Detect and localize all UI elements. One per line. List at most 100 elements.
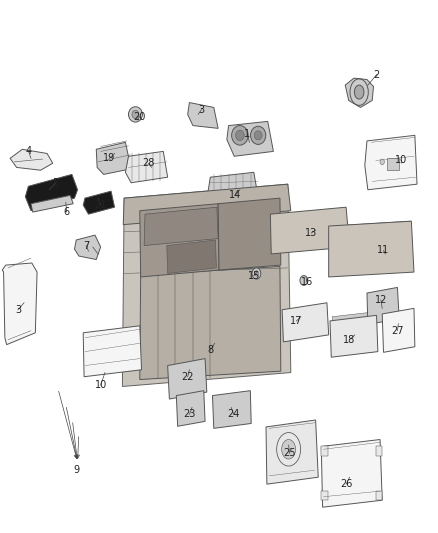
Text: 24: 24 bbox=[228, 409, 240, 419]
Polygon shape bbox=[140, 204, 219, 277]
Polygon shape bbox=[25, 174, 78, 211]
Text: 14: 14 bbox=[229, 190, 241, 200]
Polygon shape bbox=[10, 149, 53, 170]
Bar bbox=[236, 407, 244, 413]
Text: 6: 6 bbox=[64, 207, 70, 217]
Polygon shape bbox=[321, 440, 382, 507]
Polygon shape bbox=[227, 122, 273, 156]
Polygon shape bbox=[270, 207, 350, 254]
Polygon shape bbox=[266, 420, 318, 484]
Bar bbox=[297, 324, 304, 330]
Bar bbox=[217, 414, 225, 420]
Bar bbox=[397, 338, 404, 345]
Text: 1: 1 bbox=[244, 129, 251, 139]
Text: 10: 10 bbox=[95, 380, 107, 390]
Polygon shape bbox=[321, 447, 328, 456]
Bar bbox=[226, 414, 234, 420]
Bar bbox=[334, 335, 341, 341]
Polygon shape bbox=[332, 312, 376, 328]
Text: 19: 19 bbox=[103, 154, 116, 163]
Polygon shape bbox=[96, 142, 131, 174]
Ellipse shape bbox=[128, 107, 142, 122]
Polygon shape bbox=[177, 391, 205, 426]
Text: 21: 21 bbox=[95, 200, 107, 210]
Text: 25: 25 bbox=[283, 448, 296, 458]
Bar bbox=[288, 324, 295, 330]
Ellipse shape bbox=[232, 126, 248, 145]
Polygon shape bbox=[376, 447, 382, 456]
Polygon shape bbox=[31, 195, 73, 212]
Polygon shape bbox=[168, 359, 207, 399]
Polygon shape bbox=[208, 172, 259, 207]
Polygon shape bbox=[125, 151, 168, 183]
Bar bbox=[288, 316, 295, 322]
Polygon shape bbox=[122, 184, 291, 386]
Text: 23: 23 bbox=[183, 409, 196, 419]
Polygon shape bbox=[74, 235, 101, 260]
Text: 3: 3 bbox=[198, 104, 205, 115]
Ellipse shape bbox=[300, 276, 308, 285]
Text: 3: 3 bbox=[15, 305, 21, 315]
Polygon shape bbox=[167, 240, 216, 273]
Text: 9: 9 bbox=[73, 465, 79, 475]
Polygon shape bbox=[382, 309, 415, 352]
Text: 8: 8 bbox=[207, 345, 213, 355]
Polygon shape bbox=[140, 266, 281, 379]
Text: 10: 10 bbox=[395, 155, 407, 165]
Bar bbox=[307, 324, 314, 330]
Ellipse shape bbox=[251, 126, 266, 144]
Text: 28: 28 bbox=[142, 158, 155, 168]
Polygon shape bbox=[328, 214, 336, 228]
Text: 15: 15 bbox=[247, 271, 260, 280]
Ellipse shape bbox=[282, 440, 296, 459]
Bar bbox=[375, 305, 385, 316]
Bar bbox=[236, 414, 244, 420]
Bar bbox=[226, 407, 234, 413]
Bar bbox=[217, 407, 225, 413]
Ellipse shape bbox=[354, 85, 364, 99]
Text: 4: 4 bbox=[25, 146, 32, 156]
Ellipse shape bbox=[252, 268, 261, 279]
Polygon shape bbox=[123, 184, 291, 224]
Text: 7: 7 bbox=[83, 240, 89, 251]
Bar bbox=[180, 401, 195, 418]
Bar bbox=[344, 328, 351, 334]
Text: 16: 16 bbox=[301, 277, 313, 287]
Polygon shape bbox=[321, 491, 328, 500]
Bar bbox=[334, 342, 341, 348]
Text: 18: 18 bbox=[343, 335, 356, 345]
Polygon shape bbox=[2, 263, 37, 345]
Text: 2: 2 bbox=[374, 70, 380, 79]
Bar bbox=[344, 335, 351, 341]
Polygon shape bbox=[144, 207, 218, 246]
Bar bbox=[334, 328, 341, 334]
Polygon shape bbox=[212, 391, 251, 429]
Polygon shape bbox=[83, 191, 115, 214]
Polygon shape bbox=[282, 303, 328, 342]
Text: 5: 5 bbox=[53, 178, 59, 188]
Text: 20: 20 bbox=[134, 111, 146, 122]
Ellipse shape bbox=[254, 271, 258, 276]
Bar bbox=[387, 158, 399, 170]
Polygon shape bbox=[328, 221, 414, 277]
Text: 26: 26 bbox=[340, 479, 352, 489]
Bar bbox=[344, 342, 351, 348]
Polygon shape bbox=[367, 287, 399, 325]
Ellipse shape bbox=[380, 159, 385, 165]
Polygon shape bbox=[330, 316, 378, 357]
Polygon shape bbox=[345, 78, 374, 108]
Ellipse shape bbox=[236, 130, 244, 141]
Text: 11: 11 bbox=[378, 246, 390, 255]
Bar bbox=[307, 316, 314, 322]
Text: 12: 12 bbox=[375, 295, 387, 305]
Bar bbox=[387, 338, 393, 345]
Text: 22: 22 bbox=[181, 372, 194, 382]
Text: 13: 13 bbox=[305, 228, 318, 238]
Bar bbox=[406, 338, 411, 345]
Text: 17: 17 bbox=[290, 316, 303, 326]
Ellipse shape bbox=[254, 131, 262, 140]
Polygon shape bbox=[218, 198, 281, 270]
Polygon shape bbox=[376, 491, 382, 500]
Polygon shape bbox=[83, 326, 141, 377]
Bar bbox=[297, 316, 304, 322]
